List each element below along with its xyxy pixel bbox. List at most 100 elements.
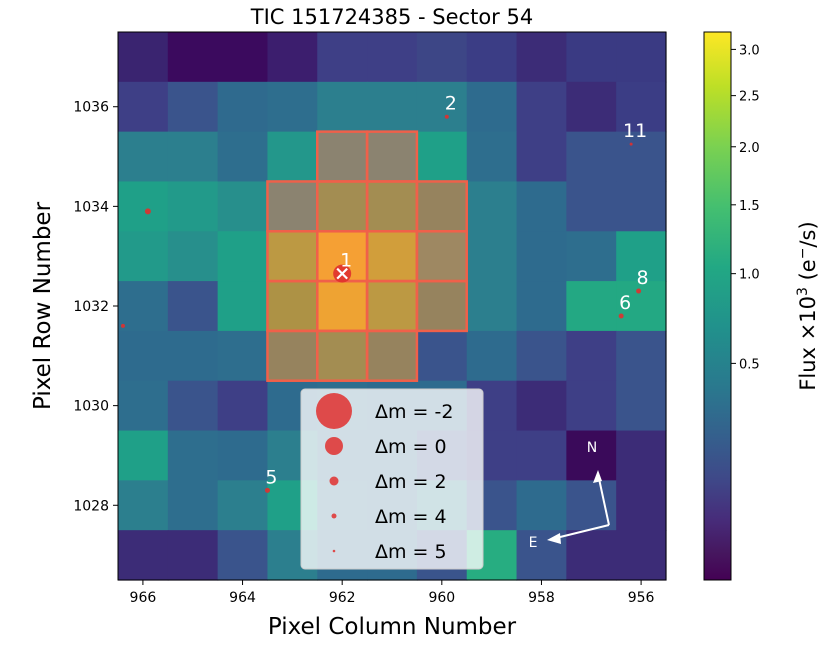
x-axis-label: Pixel Column Number [268,614,517,640]
legend-label: Δm = 0 [375,436,447,458]
colorbar-gradient [703,31,732,581]
pixel-cell [416,330,468,382]
aperture-pixel [365,279,419,333]
x-tick-label: 960 [428,590,455,606]
pixel-cell [118,181,169,232]
pixel-cell [167,530,219,581]
star-label: 6 [619,292,631,314]
pixel-cell [466,181,518,232]
star-marker [264,487,270,493]
pixel-cell [167,181,219,232]
pixel-cell [118,430,169,481]
star-marker [636,288,642,294]
pixel-cell [118,281,169,332]
aperture-pixel [316,329,369,382]
pixel-cell [516,380,567,432]
star-marker [144,208,151,215]
y-tick-label: 1034 [73,199,109,215]
pixel-cell [416,131,468,183]
pixel-cell [466,81,518,133]
pixel-cell [267,131,318,183]
pixel-cell [566,32,617,83]
pixel-cell [167,131,219,183]
aperture-pixel [415,279,468,333]
legend-label: Δm = 4 [375,506,447,528]
pixel-cell [217,181,269,232]
pixel-cell [416,181,468,232]
pixel-cell [516,330,567,382]
pixel-cell [217,530,269,581]
aperture-pixel [266,180,319,233]
pixel-cell [566,530,617,581]
compass-east-arrow [551,524,610,540]
compass-north-arrowhead [593,470,602,483]
target-marker [336,267,348,280]
pixel-cell [616,330,667,382]
pixel-cell [516,81,567,133]
pixel-cell [167,380,219,432]
star-label: 2 [445,93,457,115]
y-axis-label: Pixel Row Number [30,201,56,410]
pixel-cell [367,81,418,133]
pixel-cell [267,181,318,232]
legend-label: Δm = 2 [375,471,447,493]
x-tick-label: 962 [329,590,356,606]
star-marker [120,323,125,328]
pixel-cell [317,32,368,83]
x-tick-label: 964 [229,590,256,606]
aperture-pixel [316,180,369,233]
pixel-cell [516,32,567,83]
compass-east-label: E [529,535,538,551]
pixel-cell [167,281,219,332]
pixel-cell [367,281,418,332]
pixel-cell [217,231,269,282]
pixel-cell [317,330,368,382]
pixel-cell [616,281,667,332]
pixel-cell [616,480,667,531]
star-label: 5 [265,466,277,488]
pixel-cell [118,81,169,133]
aperture-pixel [266,230,319,283]
pixel-cell [616,81,667,133]
pixel-cell [566,231,617,282]
pixel-cell [217,281,269,332]
pixel-cell [317,81,368,133]
star-marker [629,142,633,146]
compass-east-arrowhead [547,533,561,544]
x-axis-ticks: 966 964 962 960 958 956 [130,580,655,606]
pixel-cell [466,131,518,183]
pixel-cell [516,181,567,232]
star-marker [444,114,449,119]
legend-marker [332,549,336,553]
pixel-cell [516,480,567,531]
x-tick-label: 958 [528,590,555,606]
pixel-cell [516,131,567,183]
colorbar-tick-label: 2.5 [739,90,760,105]
chart-title: TIC 151724385 - Sector 54 [250,5,533,29]
pixel-cell [267,330,318,382]
pixel-cell [118,32,169,83]
pixel-cell [217,480,269,531]
x-tick-label: 956 [628,590,655,606]
star-label: 8 [637,267,649,289]
pixel-cell [118,231,169,282]
pixel-cell [367,231,418,282]
pixel-cell [566,430,617,481]
legend-marker [331,513,337,519]
pixel-cell [267,231,318,282]
colorbar-tick-label: 1.5 [739,199,760,214]
pixel-cell [616,231,667,282]
legend-label: Δm = -2 [375,401,453,423]
aperture-pixel [415,230,468,283]
pixel-cell [217,131,269,183]
y-axis-ticks: 1028 1030 1032 1034 1036 [73,100,118,514]
colorbar: 0.5 1.0 1.5 2.0 2.5 3.0 Flux ×103 (e−/s) [703,31,820,581]
legend-label: Δm = 5 [375,541,447,563]
pixel-cell [416,231,468,282]
aperture-pixel [316,279,369,333]
pixel-cell [566,181,617,232]
x-tick-label: 966 [130,590,157,606]
star-label: 11 [623,120,647,142]
pixel-cell [367,32,418,83]
